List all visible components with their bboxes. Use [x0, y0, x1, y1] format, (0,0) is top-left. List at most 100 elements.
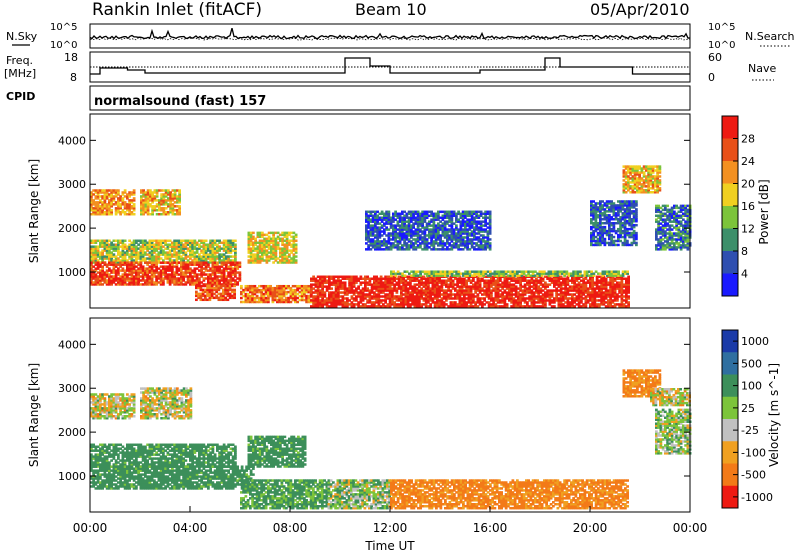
- echo-cell: [151, 193, 154, 196]
- echo-cell: [90, 212, 93, 216]
- echo-cell: [227, 241, 230, 244]
- echo-cell: [108, 247, 111, 250]
- echo-cell: [234, 255, 237, 258]
- echo-cell: [169, 191, 172, 194]
- echo-cell: [108, 209, 111, 212]
- echo-cell: [233, 284, 236, 288]
- echo-cell: [658, 187, 662, 190]
- echo-cell: [105, 273, 109, 276]
- echo-cell: [167, 211, 170, 214]
- echo-cell: [144, 209, 148, 212]
- echo-cell: [153, 195, 157, 198]
- echo-cell: [155, 203, 159, 206]
- echo-cell: [119, 199, 122, 202]
- echo-cell: [126, 247, 129, 250]
- echo-cell: [108, 195, 111, 198]
- echo-cell: [141, 253, 145, 256]
- echo-cell: [160, 193, 163, 196]
- echo-cell: [103, 273, 107, 276]
- echo-cell: [94, 205, 98, 208]
- echo-cell: [173, 247, 176, 250]
- echo-cell: [144, 197, 148, 200]
- echo-cell: [184, 255, 188, 258]
- echo-cell: [160, 209, 163, 212]
- echo-cell: [171, 189, 175, 192]
- echo-cell: [195, 257, 199, 260]
- echo-cell: [110, 271, 113, 274]
- echo-cell: [101, 243, 104, 246]
- echo-cell: [103, 271, 107, 274]
- echo-cell: [137, 239, 140, 243]
- echo-cell: [209, 259, 212, 262]
- echo-cell: [150, 251, 154, 254]
- echo-cell: [225, 247, 228, 250]
- echo-cell: [99, 279, 102, 282]
- echo-cell: [99, 265, 102, 268]
- echo-cell: [225, 245, 228, 248]
- echo-cell: [130, 259, 134, 262]
- echo-cell: [103, 241, 107, 244]
- echo-cell: [213, 241, 217, 244]
- echo-cell: [225, 249, 228, 252]
- echo-cell: [142, 193, 145, 196]
- echo-cell: [171, 243, 174, 246]
- echo-cell: [90, 195, 93, 198]
- echo-cell: [229, 249, 233, 252]
- echo-cell: [176, 199, 179, 202]
- echo-cell: [157, 255, 161, 258]
- echo-cell: [99, 212, 102, 216]
- echo-cell: [99, 275, 102, 278]
- echo-cell: [123, 243, 127, 246]
- echo-cell: [182, 259, 185, 262]
- echo-cell: [220, 259, 224, 262]
- echo-cell: [139, 261, 143, 264]
- noise-search-trace: [90, 37, 691, 41]
- echo-cell: [216, 247, 219, 250]
- echo-cell: [207, 247, 210, 250]
- echo-cell: [144, 195, 148, 198]
- echo-cell: [151, 205, 154, 208]
- echo-cell: [216, 239, 219, 243]
- echo-cell: [101, 275, 104, 278]
- echo-cell: [94, 212, 98, 216]
- echo-cell: [108, 207, 111, 210]
- echo-cell: [94, 207, 98, 210]
- echo-cell: [99, 243, 102, 246]
- echo-cell: [142, 205, 145, 208]
- echo-cell: [99, 255, 102, 258]
- echo-cell: [175, 259, 179, 262]
- echo-cell: [193, 253, 197, 256]
- echo-cell: [105, 189, 109, 192]
- echo-cell: [159, 257, 163, 260]
- echo-cell: [99, 253, 102, 256]
- echo-cell: [176, 205, 179, 208]
- echo-cell: [227, 251, 230, 254]
- echo-cell: [171, 247, 174, 250]
- echo-cell: [146, 243, 149, 246]
- echo-cell: [96, 247, 100, 250]
- echo-cell: [553, 305, 556, 308]
- echo-cell: [123, 195, 127, 198]
- echo-cell: [191, 253, 194, 256]
- echo-cell: [191, 245, 194, 248]
- echo-cell: [149, 203, 152, 206]
- echo-cell: [229, 241, 233, 244]
- echo-cell: [92, 277, 95, 280]
- echo-cell: [92, 271, 95, 274]
- echo-cell: [92, 211, 95, 214]
- echo-cell: [229, 259, 233, 262]
- echo-cell: [121, 239, 125, 243]
- echo-cell: [155, 212, 159, 216]
- echo-cell: [166, 247, 170, 250]
- echo-cell: [92, 241, 95, 244]
- echo-cell: [173, 193, 177, 196]
- echo-cell: [155, 253, 158, 256]
- echo-cell: [159, 247, 163, 250]
- echo-cell: [150, 245, 154, 248]
- echo-cell: [160, 212, 163, 216]
- echo-cell: [182, 253, 185, 256]
- echo-cell: [94, 257, 98, 260]
- echo-cell: [153, 207, 157, 210]
- echo-cell: [132, 189, 136, 192]
- echo-cell: [149, 195, 152, 198]
